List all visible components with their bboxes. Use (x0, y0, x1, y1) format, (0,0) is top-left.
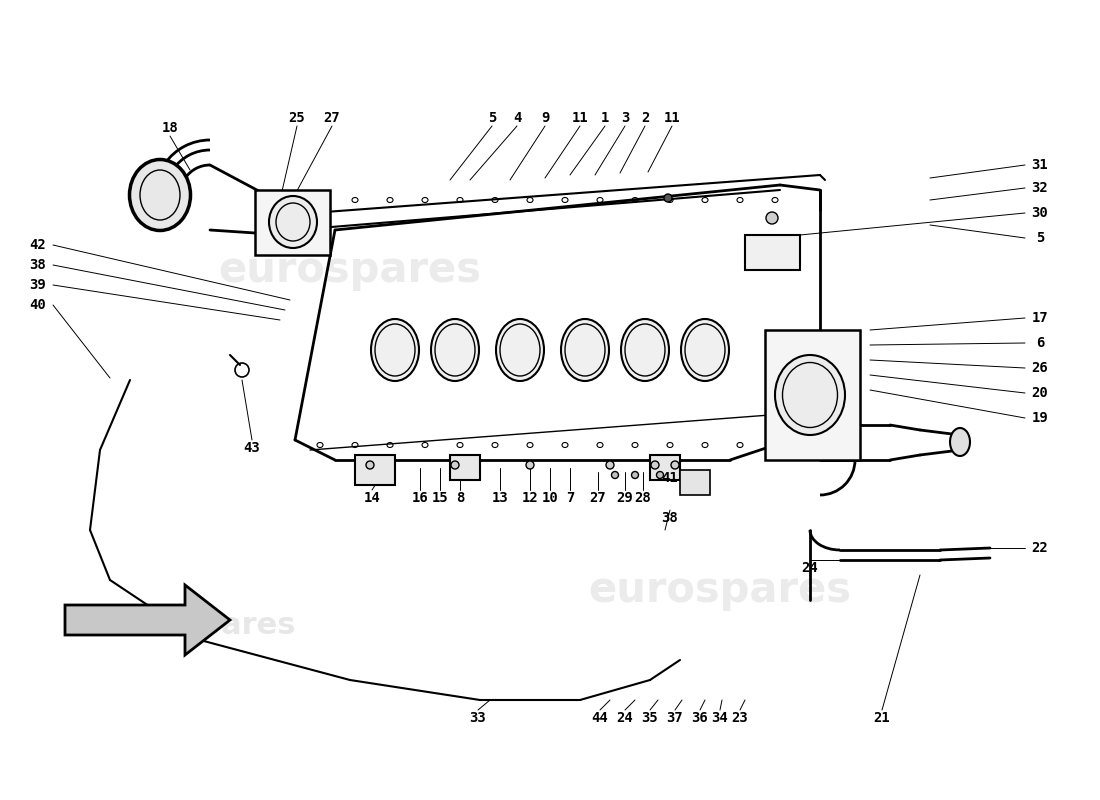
Text: 5: 5 (487, 111, 496, 125)
Ellipse shape (130, 160, 190, 230)
Text: 39: 39 (30, 278, 46, 292)
Text: 8: 8 (455, 491, 464, 505)
Text: 28: 28 (635, 491, 651, 505)
Text: 44: 44 (592, 711, 608, 725)
Text: 35: 35 (641, 711, 659, 725)
Text: 42: 42 (30, 238, 46, 252)
Text: eurospares: eurospares (588, 569, 851, 611)
Text: 40: 40 (30, 298, 46, 312)
Ellipse shape (631, 471, 638, 478)
Ellipse shape (621, 319, 669, 381)
Bar (450, 455, 480, 480)
Text: 31: 31 (1032, 158, 1048, 172)
Text: 27: 27 (323, 111, 340, 125)
Ellipse shape (681, 319, 729, 381)
Text: 38: 38 (30, 258, 46, 272)
Polygon shape (65, 585, 230, 655)
Text: 26: 26 (1032, 361, 1048, 375)
Bar (680, 470, 710, 495)
Text: 43: 43 (243, 441, 261, 455)
Text: 16: 16 (411, 491, 428, 505)
Ellipse shape (561, 319, 609, 381)
Ellipse shape (766, 212, 778, 224)
Ellipse shape (651, 461, 659, 469)
Ellipse shape (496, 319, 544, 381)
Text: 34: 34 (712, 711, 728, 725)
Ellipse shape (526, 461, 534, 469)
Ellipse shape (606, 461, 614, 469)
Text: 27: 27 (590, 491, 606, 505)
Text: 3: 3 (620, 111, 629, 125)
Ellipse shape (371, 319, 419, 381)
Text: 24: 24 (802, 561, 818, 575)
Ellipse shape (776, 355, 845, 435)
Text: 36: 36 (692, 711, 708, 725)
Text: 32: 32 (1032, 181, 1048, 195)
Ellipse shape (451, 461, 459, 469)
Text: 9: 9 (541, 111, 549, 125)
Text: 11: 11 (572, 111, 588, 125)
Text: 4: 4 (513, 111, 521, 125)
Text: 15: 15 (431, 491, 449, 505)
Text: 14: 14 (364, 491, 381, 505)
Ellipse shape (657, 471, 663, 478)
Bar (650, 455, 680, 480)
Text: 24: 24 (617, 711, 634, 725)
Text: eurospares: eurospares (219, 249, 482, 291)
Text: eurospares: eurospares (103, 610, 296, 639)
Text: 38: 38 (661, 511, 679, 525)
Ellipse shape (612, 471, 618, 478)
Ellipse shape (950, 428, 970, 456)
Text: 13: 13 (492, 491, 508, 505)
Text: 1: 1 (601, 111, 609, 125)
Text: 21: 21 (873, 711, 890, 725)
Ellipse shape (671, 461, 679, 469)
Text: 30: 30 (1032, 206, 1048, 220)
Text: 5: 5 (1036, 231, 1044, 245)
Text: 7: 7 (565, 491, 574, 505)
Bar (764, 330, 860, 460)
Text: 10: 10 (541, 491, 559, 505)
Ellipse shape (664, 194, 672, 202)
Text: 23: 23 (732, 711, 748, 725)
Text: 17: 17 (1032, 311, 1048, 325)
Ellipse shape (366, 461, 374, 469)
Text: 33: 33 (470, 711, 486, 725)
Text: 29: 29 (617, 491, 634, 505)
Text: 12: 12 (521, 491, 538, 505)
Bar (355, 455, 395, 485)
Text: 41: 41 (661, 471, 679, 485)
Bar (745, 235, 800, 270)
Text: 37: 37 (667, 711, 683, 725)
Text: 18: 18 (162, 121, 178, 135)
Text: 22: 22 (1032, 541, 1048, 555)
Text: 2: 2 (641, 111, 649, 125)
Text: 11: 11 (663, 111, 681, 125)
Ellipse shape (431, 319, 478, 381)
Ellipse shape (270, 196, 317, 248)
Text: 20: 20 (1032, 386, 1048, 400)
Text: 25: 25 (288, 111, 306, 125)
Text: 6: 6 (1036, 336, 1044, 350)
Text: 19: 19 (1032, 411, 1048, 425)
Bar (255, 190, 330, 255)
